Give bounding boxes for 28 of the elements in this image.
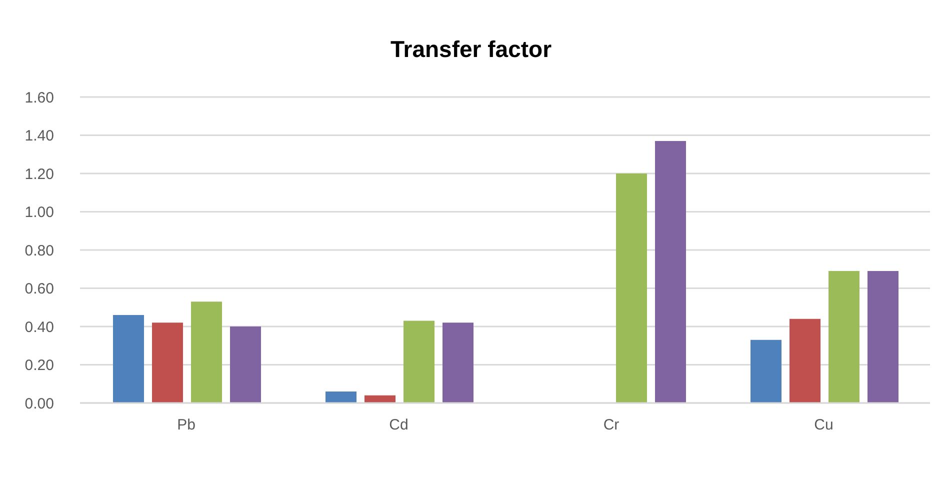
y-tick-label: 0.40 — [24, 318, 54, 336]
y-tick-label: 0.00 — [24, 395, 54, 412]
bar — [790, 318, 820, 403]
bar — [230, 326, 261, 403]
bar — [750, 340, 782, 403]
bar — [326, 392, 356, 403]
bar — [868, 271, 898, 403]
y-tick-label: 1.60 — [24, 89, 54, 106]
x-tick-label: Cd — [389, 416, 408, 434]
y-tick-label: 0.80 — [24, 242, 54, 260]
x-tick-label: Pb — [177, 416, 196, 434]
y-tick-label: 1.00 — [24, 204, 54, 222]
bar — [828, 271, 860, 403]
y-tick-label: 0.60 — [24, 280, 54, 298]
bar — [404, 320, 434, 403]
chart-title: Transfer factor — [389, 36, 553, 63]
bar — [442, 322, 474, 403]
y-tick-label: 1.40 — [24, 128, 54, 145]
bar — [655, 140, 686, 403]
bar — [152, 322, 183, 403]
y-tick-label: 1.20 — [24, 166, 54, 183]
x-tick-label: Cr — [603, 416, 620, 434]
bar — [191, 302, 222, 403]
bar — [113, 315, 144, 403]
bar — [364, 395, 396, 403]
x-tick-label: Cu — [814, 416, 834, 434]
y-tick-label: 0.20 — [24, 357, 54, 374]
bar — [616, 174, 647, 403]
